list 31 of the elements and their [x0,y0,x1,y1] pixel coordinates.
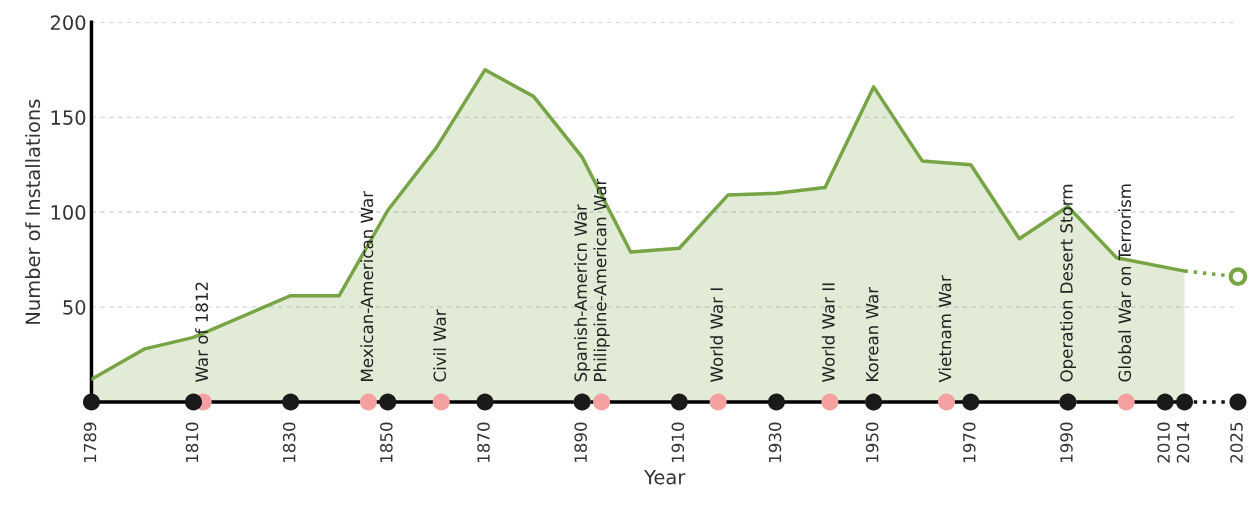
y-tick-label: 100 [51,205,86,220]
annotation: Korean War [866,286,879,381]
y-axis-title: Number of Installations [25,99,41,324]
x-tick-label: 1950 [865,422,879,462]
x-tick-label: 1990 [1060,422,1073,462]
x-tick-label: 1830 [282,422,296,462]
annotation: Philippine-American War [593,178,610,381]
x-tick-label: 1890 [574,422,587,462]
x-tick-label: 2025 [1230,422,1243,463]
y-tick-label: 150 [51,110,86,125]
x-tick-label: 2010 [1157,422,1170,463]
annotation: Global War on Terrorism [1118,184,1132,382]
x-tick-label: 1870 [477,422,490,462]
annotation: World War I [710,288,723,382]
annotation: Civil War [433,309,447,382]
y-tick-label: 200 [50,15,86,31]
x-tick-label: 1970 [963,422,976,462]
annotation: War of 1812 [195,282,209,382]
annotation: World War II [821,283,835,382]
x-axis-title: Year [644,469,686,485]
y-tick-label: 50 [63,300,86,315]
x-tick-label: 1930 [768,422,782,462]
x-tick-label: 1789 [83,422,97,462]
x-tick-label: 1910 [671,422,685,462]
annotation: Operation Desert Storm [1059,184,1076,382]
x-tick-label: 1850 [380,422,393,462]
annotation: Spanish-Americn War [574,204,591,382]
annotation: Mexican-American War [360,191,374,381]
annotation: Vietnam War [938,275,952,383]
x-tick-label: 1810 [185,422,199,462]
x-tick-label: 2014 [1176,422,1190,463]
